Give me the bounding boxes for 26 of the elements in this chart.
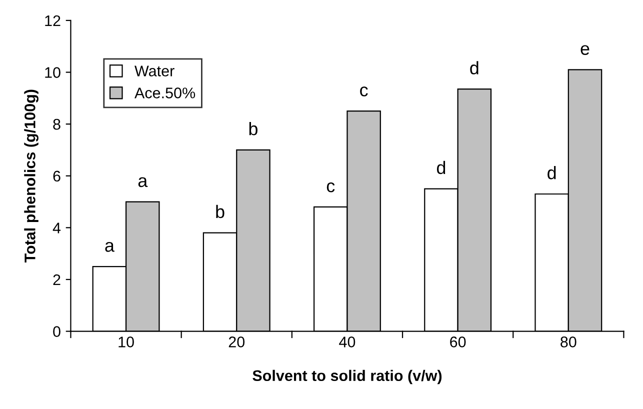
data-label: a [138, 177, 148, 188]
y-tick-label: 6 [53, 170, 60, 182]
y-axis-title: Total phenolics (g/100g) [24, 90, 38, 263]
y-tick-label: 0 [53, 326, 60, 337]
x-tick-label: 10 [118, 336, 134, 348]
x-tick-label: 60 [450, 336, 466, 348]
data-label: c [360, 86, 368, 96]
y-tick-label: 10 [45, 67, 60, 78]
legend-label: Ace.50% [134, 88, 196, 98]
data-label: e [580, 45, 590, 55]
y-tick-label: 8 [53, 118, 60, 130]
legend-label: Water [134, 66, 174, 76]
x-tick-label: 20 [228, 336, 245, 348]
data-label: d [470, 61, 478, 74]
data-label: d [548, 166, 556, 180]
x-axis-title: Solvent to solid ratio (v/w) [252, 370, 442, 384]
x-tick-label: 80 [560, 336, 576, 348]
data-label: b [249, 122, 258, 136]
x-tick-label: 40 [339, 336, 356, 348]
data-label: d [436, 160, 446, 174]
data-label: a [105, 242, 114, 252]
y-tick-label: 4 [52, 222, 61, 234]
data-label: b [216, 204, 224, 218]
data-label: c [326, 182, 335, 192]
y-tick-label: 2 [53, 274, 60, 286]
y-tick-label: 12 [45, 15, 60, 26]
